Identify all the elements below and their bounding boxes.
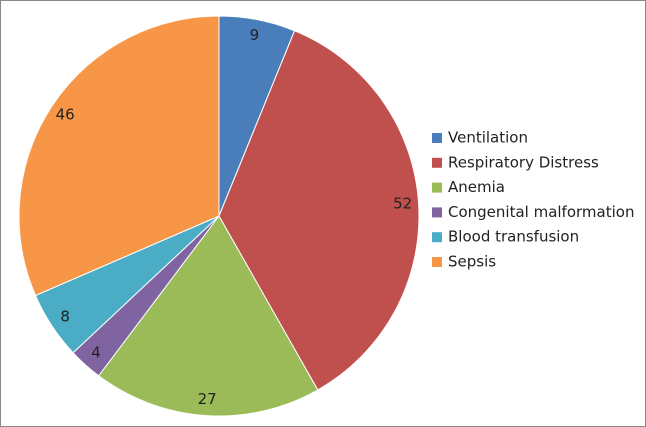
legend-swatch bbox=[432, 157, 442, 168]
legend-label: Congenital malformation bbox=[448, 203, 634, 221]
legend-label: Ventilation bbox=[448, 129, 528, 147]
pie-slice bbox=[18, 15, 220, 297]
legend-swatch bbox=[432, 257, 442, 267]
legend: Ventilation Respiratory Distress Anemia Con… bbox=[432, 129, 634, 271]
legend-label: Respiratory Distress bbox=[448, 153, 599, 171]
legend-label: Anemia bbox=[448, 178, 505, 196]
data-label: 9 bbox=[250, 26, 260, 44]
data-label: 46 bbox=[56, 106, 75, 124]
data-label: 8 bbox=[60, 307, 70, 325]
legend-swatch bbox=[432, 133, 442, 143]
pie-slice bbox=[97, 215, 319, 417]
legend-swatch bbox=[432, 182, 442, 193]
legend-label: Blood transfusion bbox=[448, 228, 579, 246]
legend-swatch bbox=[432, 232, 442, 243]
data-label: 4 bbox=[91, 343, 101, 361]
legend-swatch bbox=[432, 207, 442, 218]
pie: 9 52 27 4 8 46 bbox=[18, 15, 420, 417]
pie-slice bbox=[218, 30, 420, 391]
data-label: 27 bbox=[198, 390, 217, 408]
legend-label: Sepsis bbox=[448, 253, 496, 271]
data-label: 52 bbox=[393, 195, 412, 213]
